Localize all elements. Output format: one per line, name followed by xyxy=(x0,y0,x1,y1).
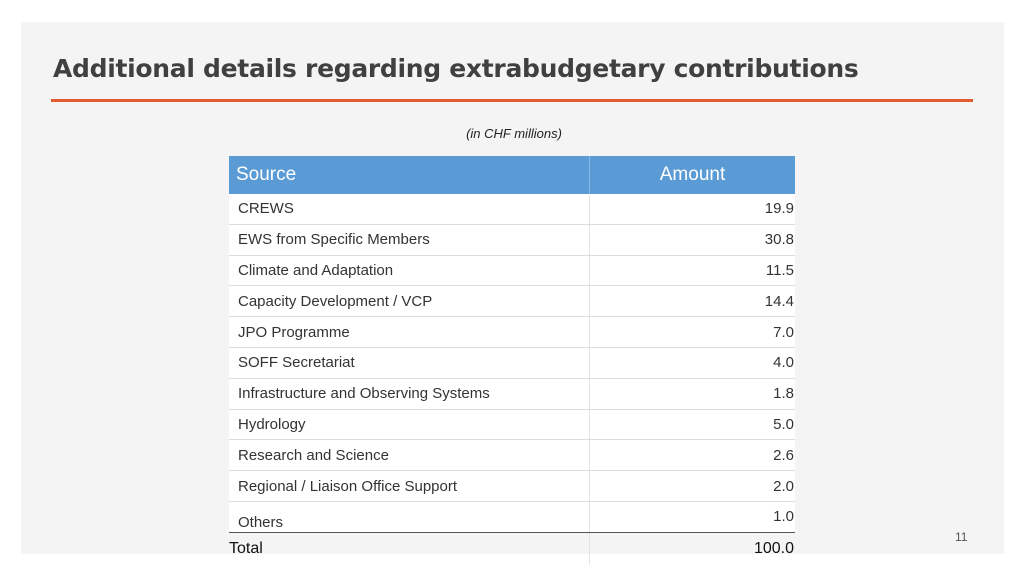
table-row: CREWS 19.9 xyxy=(229,194,795,225)
table-row: EWS from Specific Members 30.8 xyxy=(229,224,795,256)
table-row: Others 1.0 xyxy=(229,501,795,533)
row-source: Others xyxy=(229,501,590,532)
table-row: Climate and Adaptation 11.5 xyxy=(229,255,795,287)
row-amount: 14.4 xyxy=(764,292,794,310)
slide: Additional details regarding extrabudget… xyxy=(21,22,1004,565)
title-divider xyxy=(51,99,973,102)
row-source: Regional / Liaison Office Support xyxy=(229,471,590,501)
row-amount: 7.0 xyxy=(773,323,794,341)
row-amount: 1.0 xyxy=(773,507,794,525)
table-row: Capacity Development / VCP 14.4 xyxy=(229,286,795,318)
row-source: Research and Science xyxy=(229,440,590,471)
row-amount: 2.6 xyxy=(773,446,794,464)
table-row: Infrastructure and Observing Systems 1.8 xyxy=(229,378,795,410)
table-row: SOFF Secretariat 4.0 xyxy=(229,347,795,379)
contributions-table: Source Amount CREWS 19.9 EWS from Specif… xyxy=(229,156,795,565)
row-source: Capacity Development / VCP xyxy=(229,286,590,317)
header-amount: Amount xyxy=(659,164,726,185)
table-row: Research and Science 2.6 xyxy=(229,440,795,472)
slide-title: Additional details regarding extrabudget… xyxy=(53,54,859,83)
row-amount: 30.8 xyxy=(764,231,794,249)
row-amount: 4.0 xyxy=(773,354,794,372)
row-source: SOFF Secretariat xyxy=(229,347,590,378)
row-source: Infrastructure and Observing Systems xyxy=(229,378,590,409)
row-source: CREWS xyxy=(229,194,590,224)
unit-note: (in CHF millions) xyxy=(466,126,562,141)
total-amount: 100.0 xyxy=(753,539,794,557)
table-header: Source Amount xyxy=(229,156,795,194)
table-row: JPO Programme 7.0 xyxy=(229,317,795,348)
row-amount: 19.9 xyxy=(764,200,794,218)
row-source: Climate and Adaptation xyxy=(229,255,590,286)
total-label: Total xyxy=(229,532,590,565)
page-number: 11 xyxy=(955,530,968,544)
row-amount: 5.0 xyxy=(773,415,794,433)
row-amount: 1.8 xyxy=(773,385,794,403)
table-total-row: Total 100.0 xyxy=(229,532,795,565)
table-row: Regional / Liaison Office Support 2.0 xyxy=(229,471,795,502)
row-amount: 2.0 xyxy=(773,477,794,495)
table-row: Hydrology 5.0 xyxy=(229,409,795,441)
row-source: Hydrology xyxy=(229,409,590,440)
row-source: EWS from Specific Members xyxy=(229,224,590,255)
header-source: Source xyxy=(229,156,590,194)
row-source: JPO Programme xyxy=(229,317,590,347)
row-amount: 11.5 xyxy=(765,261,794,279)
